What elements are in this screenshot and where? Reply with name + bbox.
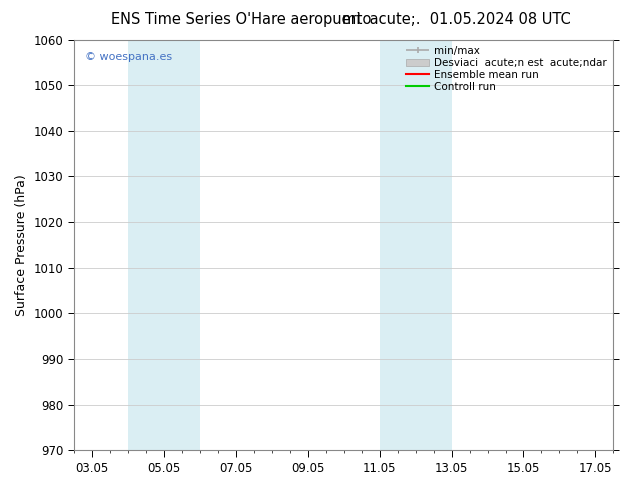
- Y-axis label: Surface Pressure (hPa): Surface Pressure (hPa): [15, 174, 28, 316]
- Text: © woespana.es: © woespana.es: [84, 52, 172, 62]
- Text: ENS Time Series O'Hare aeropuerto: ENS Time Series O'Hare aeropuerto: [111, 12, 371, 27]
- Legend: min/max, Desviaci  acute;n est  acute;ndar, Ensemble mean run, Controll run: min/max, Desviaci acute;n est acute;ndar…: [403, 43, 611, 95]
- Bar: [127, 40, 200, 450]
- Text: mi  acute;.  01.05.2024 08 UTC: mi acute;. 01.05.2024 08 UTC: [342, 12, 571, 27]
- Bar: [380, 40, 451, 450]
